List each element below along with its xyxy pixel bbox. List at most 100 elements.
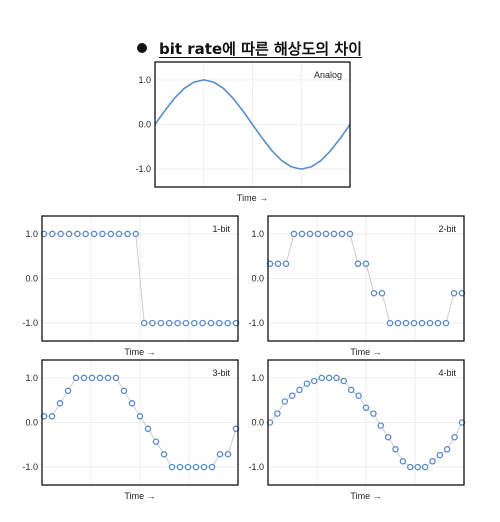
data-point — [191, 319, 198, 327]
data-point — [298, 230, 306, 238]
data-point — [394, 319, 402, 327]
data-point — [407, 463, 414, 471]
data-point — [90, 230, 98, 238]
data-point — [64, 387, 72, 395]
data-point — [386, 319, 394, 327]
y-tick-label: 1.0 — [251, 373, 264, 383]
data-point — [57, 230, 64, 238]
data-point — [281, 398, 289, 405]
data-point — [224, 450, 232, 458]
data-point — [402, 319, 410, 327]
data-point — [436, 451, 444, 459]
y-tick-label: -1.0 — [248, 462, 264, 472]
data-point — [182, 319, 190, 327]
x-axis-label: Time → — [124, 491, 155, 501]
data-point — [290, 230, 298, 238]
data-point — [49, 230, 56, 238]
chart-panel-0: 1.0 0.0 -1.0 Analog Time → — [135, 61, 351, 203]
data-point — [377, 422, 385, 429]
data-point — [144, 425, 152, 433]
data-point — [99, 230, 106, 238]
data-point — [314, 230, 322, 238]
chart-annotation: 1-bit — [212, 224, 230, 234]
data-point — [216, 319, 223, 327]
data-point — [399, 458, 407, 465]
data-point — [168, 463, 176, 471]
data-point — [48, 413, 56, 420]
chart-annotation: 3-bit — [212, 368, 230, 378]
x-axis-label: Time → — [124, 347, 155, 357]
y-tick-label: 0.0 — [25, 418, 38, 428]
data-point — [318, 374, 325, 382]
data-point — [311, 377, 318, 385]
data-point — [274, 410, 281, 417]
data-point — [354, 260, 362, 268]
data-point — [88, 374, 96, 382]
data-point — [370, 410, 377, 417]
data-point — [322, 230, 330, 238]
plot-frame — [41, 359, 239, 486]
data-point — [120, 387, 128, 395]
chart-annotation: 2-bit — [438, 224, 456, 234]
data-point — [124, 230, 131, 238]
data-point — [392, 446, 399, 453]
data-point — [346, 230, 354, 238]
data-point — [325, 374, 333, 382]
y-tick-label: 0.0 — [251, 418, 264, 428]
data-point — [340, 377, 348, 385]
title-row: bit rate에 따른 해상도의 차이 — [137, 36, 362, 60]
data-point — [338, 230, 346, 238]
data-point — [384, 433, 392, 441]
page-title: bit rate에 따른 해상도의 차이 — [159, 39, 363, 58]
data-point — [410, 319, 418, 327]
data-point — [208, 463, 216, 471]
data-point — [224, 319, 231, 327]
data-point — [421, 463, 429, 471]
data-point — [112, 374, 120, 382]
chart-panel-1: 1.0 0.0 -1.0 1-bit Time → — [22, 215, 240, 357]
data-point — [176, 463, 184, 471]
data-point — [443, 446, 451, 453]
y-tick-label: 1.0 — [25, 373, 38, 383]
plot-frame — [41, 215, 239, 342]
y-tick-label: 0.0 — [251, 274, 264, 284]
data-point — [74, 230, 81, 238]
plot-frame — [154, 61, 351, 188]
data-point — [199, 319, 206, 327]
data-point — [80, 374, 88, 382]
data-point — [288, 392, 296, 399]
data-point — [296, 386, 303, 394]
data-point — [216, 450, 224, 458]
plot-frame — [267, 359, 465, 486]
data-point — [362, 404, 370, 412]
chart-panel-3: 1.0 0.0 -1.0 3-bit Time → — [22, 359, 240, 501]
data-point — [274, 260, 282, 268]
y-tick-label: -1.0 — [248, 318, 264, 328]
data-point — [333, 374, 340, 382]
x-axis-label: Time → — [237, 193, 268, 203]
data-point — [165, 319, 173, 327]
data-point — [429, 458, 436, 465]
chart-annotation: 4-bit — [438, 368, 456, 378]
y-tick-label: 1.0 — [25, 229, 38, 239]
data-point — [347, 386, 355, 394]
data-point — [303, 380, 311, 387]
data-point — [192, 463, 200, 471]
data-point — [184, 463, 192, 471]
y-tick-label: 0.0 — [25, 274, 38, 284]
data-point — [355, 392, 362, 399]
data-point — [200, 463, 208, 471]
y-tick-label: -1.0 — [135, 164, 151, 174]
chart-panel-2: 1.0 0.0 -1.0 2-bit Time → — [248, 215, 466, 357]
data-point — [330, 230, 338, 238]
data-point — [107, 230, 115, 238]
data-point — [378, 289, 386, 297]
data-point — [160, 450, 168, 458]
data-point — [362, 260, 370, 268]
data-point — [306, 230, 314, 238]
data-point — [140, 319, 148, 327]
data-point — [174, 319, 181, 327]
data-point — [136, 413, 144, 420]
x-axis-label: Time → — [350, 491, 381, 501]
